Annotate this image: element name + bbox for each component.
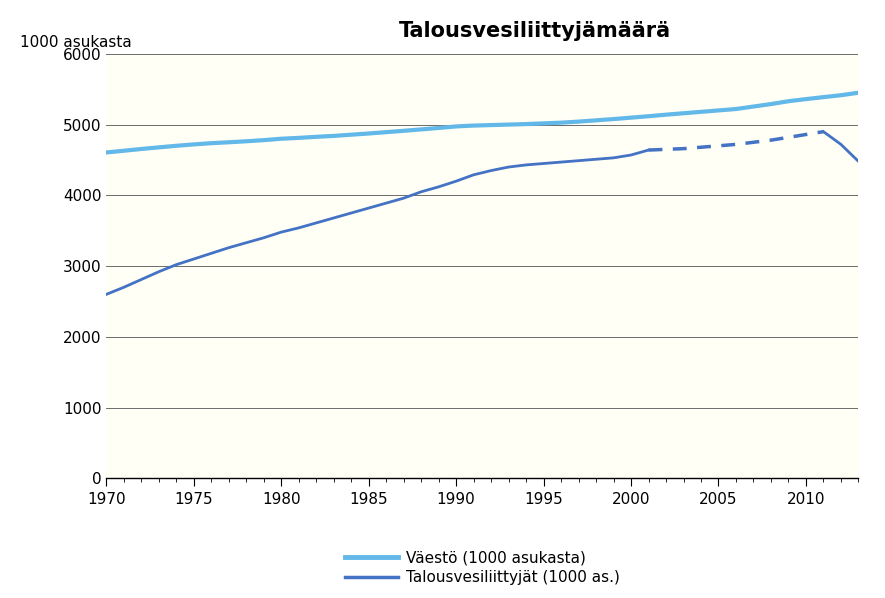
Text: 1000 asukasta: 1000 asukasta <box>19 35 132 50</box>
Legend: Väestö (1000 asukasta), Talousvesiliittyjät (1000 as.): Väestö (1000 asukasta), Talousvesiliitty… <box>345 551 620 585</box>
Title: Talousvesiliittyjämäärä: Talousvesiliittyjämäärä <box>399 21 671 41</box>
